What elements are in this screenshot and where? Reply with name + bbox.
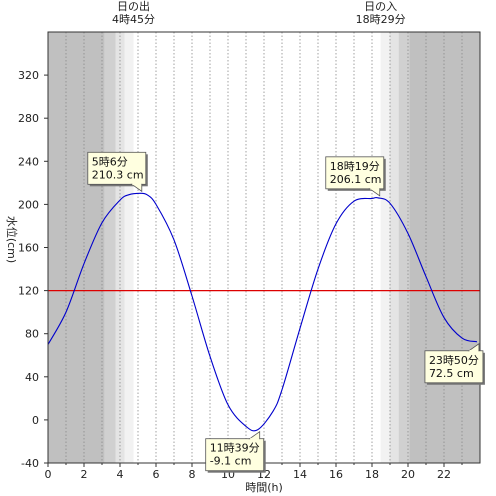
x-tick-label-14: 14: [293, 468, 307, 481]
callout-text-3-1: 72.5 cm: [429, 367, 474, 380]
x-axis-label: 時間(h): [245, 481, 283, 494]
y-axis-label: 水位(cm): [5, 216, 19, 263]
y-tick-label-80: 80: [25, 328, 39, 341]
callout-text-2-0: 18時19分: [330, 160, 380, 173]
sunrise-label-line-1: 4時45分: [112, 13, 155, 26]
sunset-label-line-1: 18時29分: [356, 13, 406, 26]
daylight-bands: [48, 32, 480, 463]
y-tick-label-160: 160: [18, 242, 39, 255]
callout-text-0-0: 5時6分: [92, 155, 128, 168]
x-tick-label-18: 18: [365, 468, 379, 481]
y-tick-label-0: 0: [32, 414, 39, 427]
callout-box-0: [87, 151, 147, 185]
tide-series: [47, 192, 478, 432]
callout-box-2: [325, 156, 385, 190]
x-tick-label-6: 6: [153, 468, 160, 481]
callout-box-1: [205, 438, 265, 472]
x-tick-label-16: 16: [329, 468, 343, 481]
y-tick-label--40: -40: [21, 457, 39, 470]
callout-text-1-1: -9.1 cm: [210, 455, 252, 468]
sunrise-label-line-0: 日の出: [117, 0, 150, 13]
tide-line-0: [47, 192, 478, 432]
callout-text-1-0: 11時39分: [210, 442, 260, 455]
dusk-band: [380, 32, 390, 463]
sunset-label-line-0: 日の入: [364, 0, 397, 13]
y-tick-label-280: 280: [18, 112, 39, 125]
x-tick-label-8: 8: [189, 468, 196, 481]
x-tick-label-0: 0: [45, 468, 52, 481]
callout-text-0-1: 210.3 cm: [92, 168, 144, 181]
twilight-band-evening-light: [389, 32, 399, 463]
night-band-morning: [48, 32, 105, 463]
y-tick-label-320: 320: [18, 69, 39, 82]
callout-text-3-0: 23時50分: [429, 354, 479, 367]
y-tick-label-240: 240: [18, 155, 39, 168]
callout-text-2-1: 206.1 cm: [330, 173, 382, 186]
twilight-band-morning-dark: [104, 32, 116, 463]
x-tick-label-22: 22: [437, 468, 451, 481]
x-tick-label-20: 20: [401, 468, 415, 481]
x-tick-label-2: 2: [81, 468, 88, 481]
x-tick-label-4: 4: [117, 468, 124, 481]
dawn-band: [124, 32, 134, 463]
y-tick-label-40: 40: [25, 371, 39, 384]
callout-box-3: [424, 350, 484, 384]
twilight-band-evening-dark: [398, 32, 410, 463]
y-tick-label-200: 200: [18, 198, 39, 211]
twilight-band-morning-light: [115, 32, 125, 463]
day-band: [133, 32, 381, 463]
night-band-evening: [409, 32, 480, 463]
y-tick-label-120: 120: [18, 285, 39, 298]
